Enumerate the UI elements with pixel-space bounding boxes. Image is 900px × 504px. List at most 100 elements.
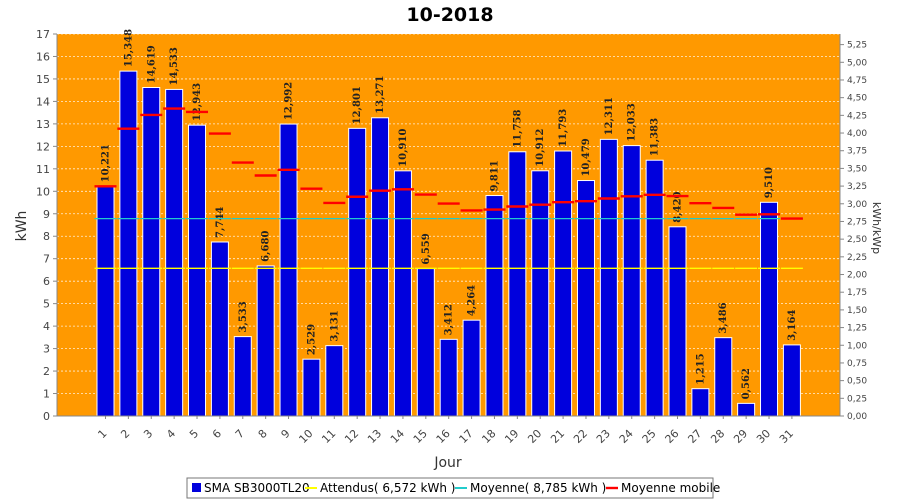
- y2-tick-label: 0,25: [847, 394, 867, 404]
- legend-swatch-bar: [192, 483, 201, 492]
- bar-value-label: 7,744: [215, 207, 226, 238]
- bar-day-25: [645, 159, 664, 417]
- y-tick-label: 4: [43, 320, 50, 333]
- bar-day-2: [119, 70, 138, 417]
- x-tick-label: 24: [617, 427, 636, 446]
- y2-tick-label: 2,25: [847, 253, 867, 263]
- bar-value-label: 3,533: [238, 301, 249, 332]
- y2-tick-label: 4,50: [847, 94, 867, 104]
- bar-value-label: 14,619: [146, 45, 157, 83]
- bar-day-22: [576, 180, 595, 417]
- bar-value-label: 9,510: [764, 167, 775, 198]
- bar-value-label: 13,271: [375, 76, 386, 114]
- bar-value-label: 12,033: [627, 103, 638, 141]
- y2-tick-label: 4,00: [847, 129, 867, 139]
- bar-value-label: 3,131: [329, 310, 340, 341]
- x-tick-label: 28: [708, 427, 727, 446]
- y-tick-label: 0: [43, 410, 50, 423]
- y-tick-label: 15: [36, 73, 50, 86]
- x-tick-label: 22: [571, 427, 590, 446]
- bar-value-label: 0,562: [741, 368, 752, 399]
- y2-tick-label: 0,75: [847, 359, 867, 369]
- bar-day-12: [348, 127, 367, 417]
- y-tick-label: 8: [43, 230, 50, 243]
- x-tick-label: 5: [187, 427, 201, 441]
- bar-day-10: [302, 358, 321, 417]
- y2-tick-label: 4,25: [847, 111, 867, 121]
- y2-tick-label: 3,50: [847, 164, 867, 174]
- y2-tick-label: 2,00: [847, 271, 867, 281]
- y-tick-label: 17: [36, 28, 50, 41]
- x-tick-label: 26: [663, 427, 682, 446]
- bar-day-9: [279, 123, 298, 417]
- y2-tick-label: 1,25: [847, 324, 867, 334]
- bar-day-13: [371, 117, 390, 417]
- x-tick-label: 14: [388, 427, 407, 446]
- y2-tick-label: 1,00: [847, 341, 867, 351]
- y2-tick-label: 1,75: [847, 288, 867, 298]
- bar-value-label: 12,992: [284, 82, 295, 120]
- x-tick-label: 7: [233, 427, 247, 441]
- x-tick-label: 19: [502, 427, 521, 446]
- bar-day-14: [393, 170, 412, 417]
- bar-value-label: 10,221: [101, 144, 112, 182]
- y2-tick-label: 5,25: [847, 41, 867, 51]
- bar-day-5: [188, 124, 207, 417]
- bar-day-23: [599, 138, 618, 417]
- bar-value-label: 10,910: [398, 129, 409, 167]
- y2-tick-label: 1,50: [847, 306, 867, 316]
- x-tick-label: 27: [685, 427, 704, 446]
- bar-value-label: 3,486: [718, 302, 729, 333]
- y-axis-label: kWh: [14, 211, 30, 242]
- bar-day-19: [508, 151, 527, 417]
- x-tick-label: 11: [319, 427, 338, 446]
- y-tick-label: 13: [36, 118, 50, 131]
- x-tick-label: 20: [525, 427, 544, 446]
- y2-tick-label: 3,75: [847, 147, 867, 157]
- x-tick-label: 4: [164, 427, 178, 441]
- bar-day-28: [714, 337, 733, 417]
- y2-tick-label: 2,75: [847, 217, 867, 227]
- y-tick-label: 10: [36, 185, 50, 198]
- bar-value-label: 12,801: [352, 86, 363, 124]
- bar-day-24: [622, 145, 641, 417]
- x-tick-label: 25: [640, 427, 659, 446]
- bar-day-8: [256, 265, 275, 417]
- y2-tick-label: 2,50: [847, 235, 867, 245]
- y-tick-label: 11: [36, 163, 50, 176]
- y-tick-label: 12: [36, 140, 50, 153]
- bar-value-label: 12,943: [192, 83, 203, 121]
- bar-day-16: [439, 338, 458, 417]
- legend-label: Moyenne mobile: [621, 481, 720, 495]
- x-tick-label: 21: [548, 427, 567, 446]
- bar-value-label: 9,811: [489, 160, 500, 191]
- bar-value-label: 4,264: [467, 285, 478, 316]
- y-tick-label: 14: [36, 95, 50, 108]
- bar-day-4: [165, 88, 184, 417]
- bar-day-30: [760, 201, 779, 417]
- bar-day-1: [96, 185, 115, 417]
- y2-tick-label: 3,25: [847, 182, 867, 192]
- y-tick-label: 3: [43, 343, 50, 356]
- x-tick-label: 3: [141, 427, 155, 441]
- x-tick-label: 16: [434, 427, 453, 446]
- bar-day-21: [554, 150, 573, 417]
- bar-day-11: [325, 345, 344, 417]
- x-tick-label: 12: [342, 427, 361, 446]
- x-tick-label: 9: [279, 427, 293, 441]
- bar-value-label: 1,215: [695, 353, 706, 384]
- bar-value-label: 14,533: [169, 47, 180, 85]
- y2-axis-label: kWh/kWp: [870, 202, 883, 254]
- chart-title: 10-2018: [406, 4, 493, 26]
- x-tick-label: 2: [118, 427, 132, 441]
- y2-tick-label: 0,00: [847, 412, 867, 422]
- x-tick-label: 18: [479, 427, 498, 446]
- x-tick-label: 23: [594, 427, 613, 446]
- x-tick-label: 10: [296, 427, 315, 446]
- y-tick-label: 7: [43, 253, 50, 266]
- bar-day-29: [737, 402, 756, 417]
- bar-day-26: [668, 226, 687, 417]
- x-axis-label: Jour: [433, 455, 462, 471]
